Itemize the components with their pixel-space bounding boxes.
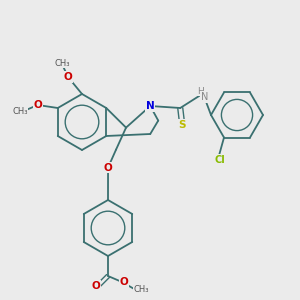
Text: O: O	[64, 72, 72, 82]
Text: O: O	[104, 163, 112, 172]
Text: O: O	[120, 277, 128, 287]
Text: O: O	[33, 100, 42, 110]
Text: CH₃: CH₃	[54, 58, 70, 68]
Text: CH₃: CH₃	[133, 286, 149, 295]
Text: N: N	[146, 101, 154, 111]
Text: S: S	[178, 120, 186, 130]
Text: H: H	[197, 86, 204, 95]
Text: Cl: Cl	[214, 154, 225, 164]
Text: CH₃: CH₃	[12, 106, 28, 116]
Text: N: N	[201, 92, 208, 102]
Text: O: O	[92, 281, 100, 291]
